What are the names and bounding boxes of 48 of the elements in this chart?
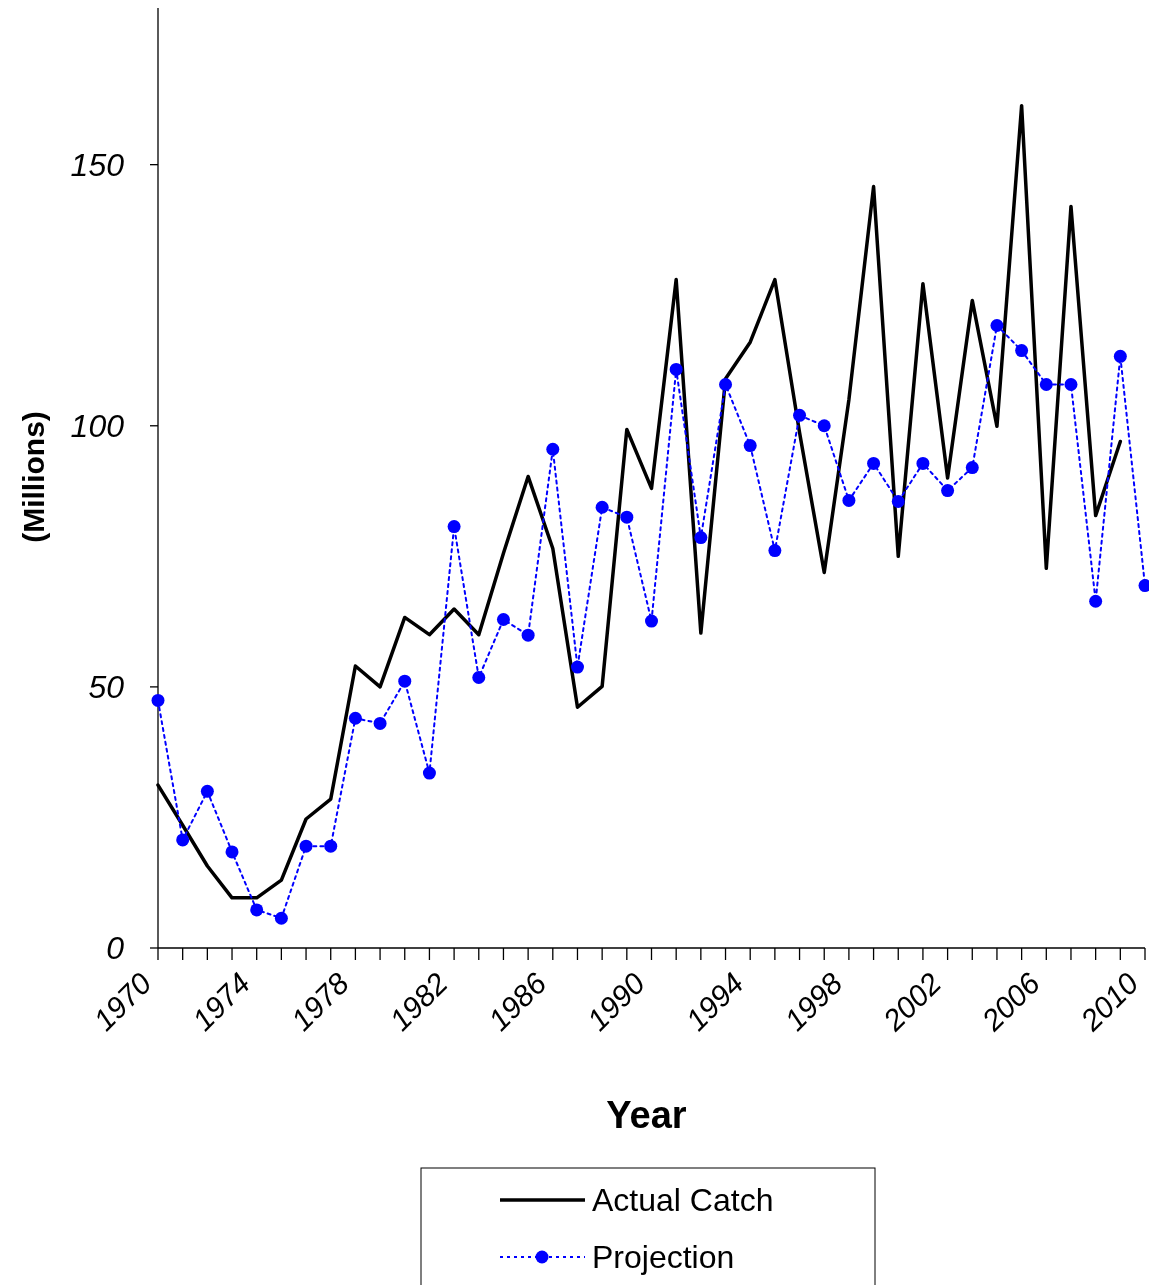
- point: [768, 544, 782, 558]
- point: [324, 839, 338, 853]
- point: [398, 674, 412, 688]
- point: [595, 500, 609, 514]
- y-tick-label: 0: [106, 930, 125, 966]
- point: [867, 456, 881, 470]
- point: [941, 484, 955, 498]
- point: [1089, 594, 1103, 608]
- point: [299, 839, 313, 853]
- point: [965, 461, 979, 475]
- x-axis-title: Year: [606, 1094, 687, 1136]
- point: [817, 419, 831, 433]
- legend-label: Projection: [592, 1239, 735, 1275]
- point: [891, 495, 905, 508]
- point: [521, 628, 535, 642]
- point: [200, 784, 214, 798]
- point: [348, 711, 362, 725]
- point: [719, 378, 733, 392]
- point: [1039, 378, 1053, 392]
- point: [645, 614, 658, 628]
- y-tick-label: 50: [88, 668, 125, 705]
- point: [151, 693, 165, 707]
- point: [1113, 349, 1127, 363]
- y-tick-label: 100: [70, 407, 125, 444]
- point: [225, 845, 239, 859]
- point: [916, 456, 930, 470]
- point: [176, 833, 190, 847]
- point: [842, 493, 856, 507]
- legend-label: Actual Catch: [592, 1182, 774, 1218]
- point: [620, 510, 634, 524]
- point: [990, 319, 1004, 333]
- point: [1015, 344, 1029, 358]
- point: [422, 766, 436, 780]
- point: [793, 408, 807, 422]
- point: [373, 716, 387, 730]
- y-axis-title: (Millions): [17, 411, 50, 543]
- point: [1064, 378, 1078, 392]
- point: [743, 439, 757, 453]
- point: [694, 531, 708, 545]
- y-tick-label: 150: [70, 146, 125, 183]
- point: [546, 442, 560, 456]
- point: [570, 660, 584, 674]
- point: [250, 903, 264, 917]
- point: [274, 911, 288, 925]
- point: [496, 613, 510, 627]
- point: [669, 362, 683, 376]
- point: [472, 670, 486, 684]
- point: [447, 520, 461, 534]
